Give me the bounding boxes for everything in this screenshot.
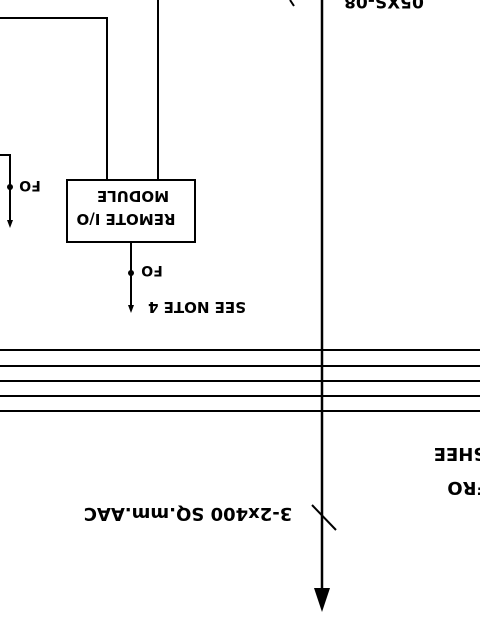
arrow-small-left-icon bbox=[7, 220, 13, 228]
arrow-down-icon bbox=[314, 588, 330, 612]
tick-top bbox=[289, 0, 295, 7]
fo-left-label: FO bbox=[19, 177, 41, 193]
remote-io-module-box bbox=[66, 179, 196, 243]
fo-dot-module bbox=[128, 270, 134, 276]
wire-left-fo bbox=[0, 154, 11, 222]
arrow-small-module-icon bbox=[128, 305, 134, 313]
module-label-line2: REMOTE I/O bbox=[77, 210, 176, 228]
sheet-label: SHEE bbox=[434, 443, 480, 464]
cable-slash bbox=[311, 504, 337, 531]
top-tag-label: 05XS-08 bbox=[344, 0, 424, 11]
fo-module-label: FO bbox=[141, 262, 163, 278]
wire-top-left bbox=[0, 17, 108, 180]
cable-spec-label: 3-2x400 SQ.mm.AAC bbox=[84, 503, 293, 524]
from-label: FRO bbox=[447, 477, 480, 498]
module-label-line1: MODULE bbox=[97, 187, 169, 205]
see-note-label: SEE NOTE 4 bbox=[148, 298, 246, 316]
fo-dot-left bbox=[7, 184, 13, 190]
